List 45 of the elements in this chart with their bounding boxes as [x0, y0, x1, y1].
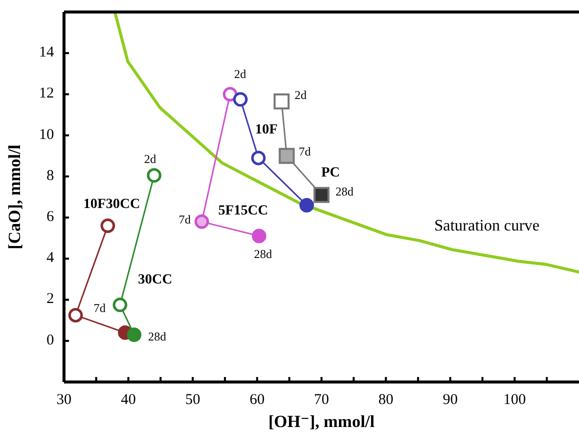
series-label: 5F15CC: [218, 203, 268, 218]
x-tick-label: 60: [250, 392, 265, 408]
point: [251, 150, 266, 166]
point: [314, 186, 330, 203]
annotation: 2d: [234, 66, 246, 81]
annotation: 7d: [94, 300, 106, 315]
annotation: 7d: [298, 144, 311, 159]
point: [100, 218, 116, 234]
series-label: Saturation curve: [434, 218, 540, 235]
annotation: 28d: [336, 184, 354, 199]
x-tick-label: 100: [503, 392, 526, 408]
x-tick-label: 90: [442, 392, 458, 408]
annotation: 28d: [148, 329, 166, 344]
point: [252, 228, 266, 244]
y-tick-label: 4: [46, 250, 54, 266]
y-tick-label: 0: [46, 332, 54, 348]
y-tick-label: 10: [39, 126, 54, 143]
point: [146, 168, 162, 183]
series-label: 10F: [255, 122, 278, 138]
x-tick-label: 50: [185, 392, 200, 408]
y-tick-label: 6: [46, 208, 54, 225]
x-axis-title: [OH⁻], mmol/l: [268, 412, 375, 431]
y-tick-label: 12: [39, 86, 54, 102]
point: [68, 308, 83, 322]
y-tick-label: 2: [46, 291, 54, 308]
series-label: 30CC: [138, 272, 172, 288]
series-label: 10F30CC: [83, 196, 140, 212]
point: [278, 148, 295, 164]
point: [126, 327, 142, 342]
series-label: PC: [321, 166, 340, 181]
point: [233, 92, 248, 107]
annotation: 28d: [254, 246, 272, 261]
x-tick-label: 80: [378, 392, 394, 408]
y-tick-label: 14: [39, 44, 54, 61]
point: [194, 214, 210, 229]
annotation: 2d: [144, 152, 156, 166]
x-tick-label: 30: [56, 392, 72, 408]
x-tick-label: 40: [120, 392, 136, 408]
point: [299, 198, 314, 212]
annotation: 2d: [294, 88, 307, 102]
y-tick-label: 8: [46, 168, 54, 184]
x-tick-label: 70: [314, 392, 329, 408]
y-axis-title: [CaO], mmol/l: [5, 144, 24, 250]
annotation: 7d: [178, 212, 191, 226]
point: [112, 298, 128, 312]
